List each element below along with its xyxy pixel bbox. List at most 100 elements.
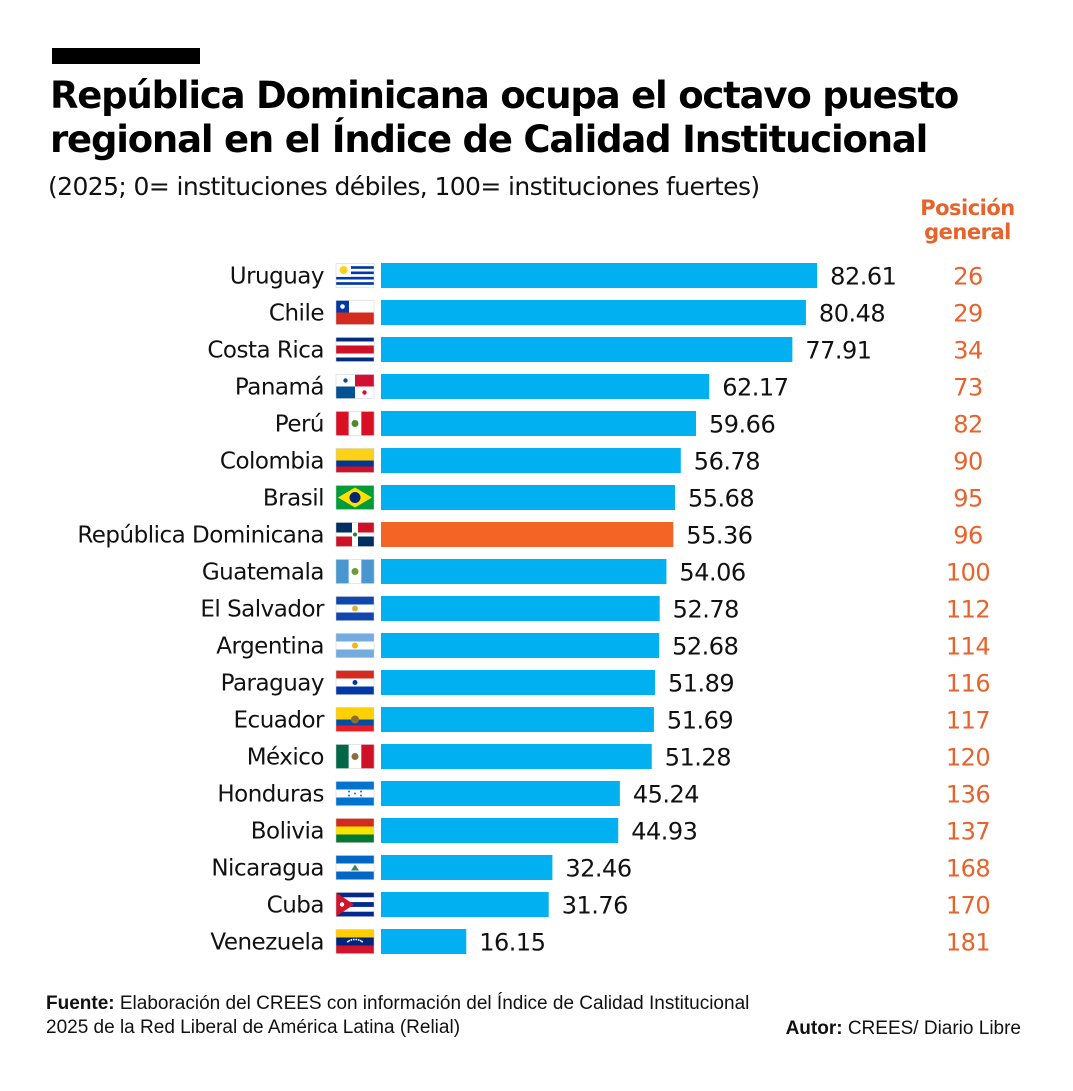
rank-label: 168 [946,855,990,883]
rank-label: 95 [953,485,983,513]
value-label: 77.91 [805,337,871,365]
rank-label: 112 [946,596,990,624]
guatemala-flag-icon [335,559,375,584]
page-title: República Dominicana ocupa el octavo pue… [50,74,1050,162]
position-header-line-1: Posición [920,196,1015,220]
country-label: Bolivia [251,819,324,845]
rank-label: 117 [946,707,990,735]
bar [381,744,652,769]
bar [381,411,697,436]
bar [381,263,818,288]
bar [381,818,619,843]
bar-row-bolivia: Bolivia 44.93 137 [251,818,991,846]
title-line-2: regional en el Índice de Calidad Institu… [50,118,928,161]
top-rule [52,48,200,64]
value-label: 80.48 [819,300,885,328]
footer-author: Autor: CREES/ Diario Libre [786,1017,1021,1041]
value-label: 16.15 [479,929,545,957]
bar [381,337,793,362]
bar [381,300,806,325]
bar [381,596,660,621]
rank-label: 90 [953,448,983,476]
subtitle: (2025; 0= instituciones débiles, 100= in… [48,172,760,201]
country-label: México [247,745,324,771]
author-label: Autor: [785,1018,843,1039]
value-label: 59.66 [709,411,775,439]
author-text: CREES/ Diario Libre [842,1018,1021,1039]
bar-row-chile: Chile 80.48 29 [269,300,983,328]
rank-label: 181 [946,929,990,957]
country-label: Chile [269,301,324,327]
costa-rica-flag-icon [335,337,375,362]
bar-row-colombia: Colombia 56.78 90 [220,448,983,476]
country-label: Costa Rica [207,338,324,364]
bar-row-honduras: Honduras 45.24 136 [217,781,990,809]
country-label: Paraguay [221,671,324,697]
title-line-1: República Dominicana ocupa el octavo pue… [50,74,959,117]
value-label: 31.76 [562,892,628,920]
bar-row-venezuela: Venezuela 16.15 181 [210,929,990,957]
bar-row-cuba: Cuba 31.76 170 [267,892,991,920]
bar [381,448,681,473]
bar-row-guatemala: Guatemala 54.06 100 [202,559,991,587]
ecuador-flag-icon [335,707,375,732]
bar [381,781,620,806]
country-label: Nicaragua [211,856,324,882]
chile-flag-icon [335,300,375,325]
rank-label: 137 [946,818,990,846]
bar-row-paraguay: Paraguay 51.89 116 [221,670,991,698]
bar-row-argentina: Argentina 52.68 114 [216,633,990,661]
country-label: Argentina [216,634,324,660]
country-label: Panamá [235,375,324,401]
bar-row-costa-rica: Costa Rica 77.91 34 [207,337,983,365]
bar [381,892,549,917]
honduras-flag-icon [335,781,375,806]
venezuela-flag-icon [335,929,375,954]
value-label: 55.68 [688,485,754,513]
rank-label: 73 [953,374,983,402]
rank-label: 96 [953,522,983,550]
rank-label: 100 [946,559,990,587]
bar-row-ecuador: Ecuador 51.69 117 [234,707,991,735]
bar-row-mexico: México 51.28 120 [247,744,991,772]
bar [381,855,553,880]
value-label: 51.69 [667,707,733,735]
republica-dominicana-flag-icon [335,522,375,547]
value-label: 56.78 [694,448,760,476]
footer-source: Fuente: Elaboración del CREES con inform… [46,992,766,1040]
value-label: 32.46 [565,855,631,883]
country-label: Uruguay [230,264,324,290]
value-label: 51.89 [668,670,734,698]
el-salvador-flag-icon [335,596,375,621]
rank-label: 34 [953,337,983,365]
position-header-line-2: general [924,220,1011,244]
value-label: 52.78 [673,596,739,624]
value-label: 62.17 [722,374,788,402]
bar [381,559,667,584]
country-label: Cuba [267,893,324,919]
value-label: 45.24 [633,781,699,809]
bar-row-peru: Perú 59.66 82 [275,411,984,439]
peru-flag-icon [335,411,375,436]
country-label: Brasil [263,486,324,512]
uruguay-flag-icon [335,263,375,288]
nicaragua-flag-icon [335,855,375,880]
panama-flag-icon [335,374,375,399]
value-label: 44.93 [631,818,697,846]
source-label: Fuente: [46,993,115,1014]
country-label: Venezuela [210,930,324,956]
rank-label: 136 [946,781,990,809]
bar [381,707,654,732]
value-label: 55.36 [686,522,752,550]
rank-label: 114 [946,633,990,661]
value-label: 54.06 [679,559,745,587]
value-label: 52.68 [672,633,738,661]
bar-row-panama: Panamá 62.17 73 [235,374,983,402]
rank-label: 29 [953,300,983,328]
country-label: Honduras [217,782,324,808]
country-label: República Dominicana [77,523,324,549]
bar-row-republica-dominicana: República Dominicana 55.36 96 [77,522,983,550]
rank-label: 120 [946,744,990,772]
country-label: Guatemala [202,560,324,586]
